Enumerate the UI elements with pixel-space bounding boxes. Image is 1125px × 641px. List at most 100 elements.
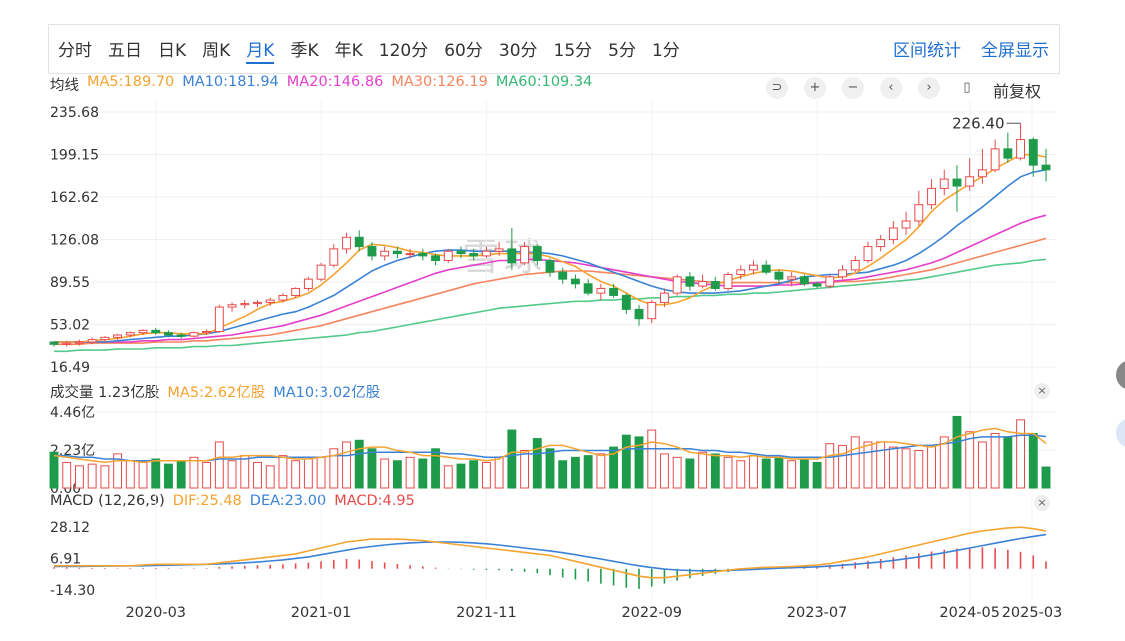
- candle-body: [863, 246, 873, 262]
- candle-body: [151, 329, 161, 334]
- volume-bar: [62, 461, 72, 489]
- candle-body: [431, 255, 440, 262]
- candle-body: [672, 276, 682, 294]
- volume-bar: [1003, 436, 1013, 489]
- volume-bar: [265, 465, 275, 489]
- candle-body: [443, 250, 453, 262]
- volume-bar: [787, 460, 797, 489]
- tab-8[interactable]: 60分: [444, 41, 483, 61]
- candle-body: [87, 339, 97, 343]
- volume-bar: [240, 455, 250, 489]
- prev-icon[interactable]: ‹: [880, 77, 902, 99]
- candle-body: [62, 342, 72, 345]
- zoom-in-icon[interactable]: +: [804, 77, 826, 99]
- macd-label: MACD (12,26,9): [50, 493, 165, 509]
- button-cut: [1116, 418, 1125, 448]
- volume-bar: [825, 443, 835, 489]
- tab-11[interactable]: 5分: [608, 41, 636, 61]
- candle-body: [977, 169, 987, 178]
- volume-bar: [164, 463, 173, 489]
- volume-bar: [583, 455, 593, 489]
- candle-body: [303, 278, 313, 289]
- tab-2[interactable]: 日K: [158, 41, 187, 61]
- volume-bar: [520, 450, 530, 489]
- candle-icon[interactable]: ▯: [963, 80, 971, 95]
- ma30-value: MA30:126.19: [391, 74, 488, 90]
- volume-bar: [1016, 419, 1026, 489]
- volume-bar: [876, 441, 886, 489]
- volume-bar: [443, 465, 453, 489]
- volume-bar: [596, 453, 606, 489]
- candle-body: [710, 280, 720, 289]
- close-macd-icon[interactable]: ×: [1034, 495, 1050, 511]
- volume-bar: [901, 448, 911, 489]
- macd-dea-line: [54, 533, 1047, 572]
- volume-bar: [189, 456, 199, 489]
- candle-body: [876, 239, 886, 248]
- candle-body: [660, 292, 669, 303]
- candle-body: [825, 276, 835, 287]
- range-stats-button[interactable]: 区间统计: [893, 41, 961, 61]
- macd-dif-line: [54, 526, 1047, 579]
- ma-line-ma10: [54, 169, 1047, 343]
- volume-bar: [634, 436, 644, 489]
- volume-bar: [431, 448, 440, 489]
- tab-12[interactable]: 1分: [651, 41, 680, 61]
- volume-bar: [380, 458, 390, 489]
- candle-body: [481, 250, 491, 257]
- tab-4[interactable]: 月K: [246, 36, 275, 64]
- volume-bar: [1028, 432, 1038, 489]
- candle-body: [329, 248, 339, 266]
- volume-legend: 成交量 1.23亿股 MA5:2.62亿股 MA10:3.02亿股: [50, 381, 388, 402]
- candle-body: [838, 269, 847, 278]
- candle-body: [456, 250, 466, 255]
- candle-body: [100, 336, 110, 341]
- candle-body: [914, 204, 924, 222]
- volume-bar: [647, 429, 657, 489]
- volume-bar: [710, 453, 720, 489]
- tab-5[interactable]: 季K: [290, 41, 319, 61]
- volume-bar: [990, 432, 1000, 489]
- x-tick: 2024-05: [939, 605, 1000, 621]
- candle-body: [113, 334, 123, 338]
- tab-6[interactable]: 年K: [334, 41, 363, 61]
- candle-body: [952, 178, 962, 187]
- volume-bar: [914, 450, 924, 489]
- candle-body: [545, 260, 555, 273]
- next-icon[interactable]: ›: [918, 77, 940, 99]
- candle-body: [176, 334, 186, 337]
- reset-icon[interactable]: ⊃: [766, 77, 788, 99]
- candle-body: [405, 253, 415, 256]
- volume-bar: [151, 458, 161, 489]
- volume-bar: [354, 439, 364, 489]
- volume-bar: [329, 448, 339, 489]
- tab-10[interactable]: 15分: [553, 41, 593, 61]
- candle-body: [799, 276, 809, 285]
- volume-bar: [481, 461, 491, 489]
- tab-0[interactable]: 分时: [58, 41, 92, 61]
- fullscreen-button[interactable]: 全屏显示: [981, 41, 1049, 61]
- tab-3[interactable]: 周K: [202, 41, 231, 61]
- candle-body: [532, 246, 542, 262]
- volume-bar: [723, 456, 733, 489]
- candle-body: [253, 301, 262, 305]
- adjust-dropdown[interactable]: 前复权: [993, 82, 1042, 101]
- tab-1[interactable]: 五日: [108, 41, 142, 61]
- candle-body: [392, 250, 402, 255]
- tab-9[interactable]: 30分: [498, 41, 538, 61]
- candle-body: [227, 304, 237, 308]
- zoom-out-icon[interactable]: −: [842, 77, 864, 99]
- close-volume-icon[interactable]: ×: [1034, 383, 1050, 399]
- candle-body: [901, 220, 911, 229]
- volume-bar: [939, 436, 949, 489]
- x-tick: 2020-03: [125, 605, 186, 621]
- volume-bar: [863, 441, 873, 489]
- volume-bar: [125, 460, 135, 489]
- volume-bar: [685, 458, 695, 489]
- dif-value: DIF:25.48: [172, 493, 242, 509]
- tab-7[interactable]: 120分: [378, 41, 429, 61]
- x-tick: 2023-07: [787, 605, 848, 621]
- k-ytick: 16.49: [50, 360, 90, 376]
- candle-body: [647, 301, 657, 320]
